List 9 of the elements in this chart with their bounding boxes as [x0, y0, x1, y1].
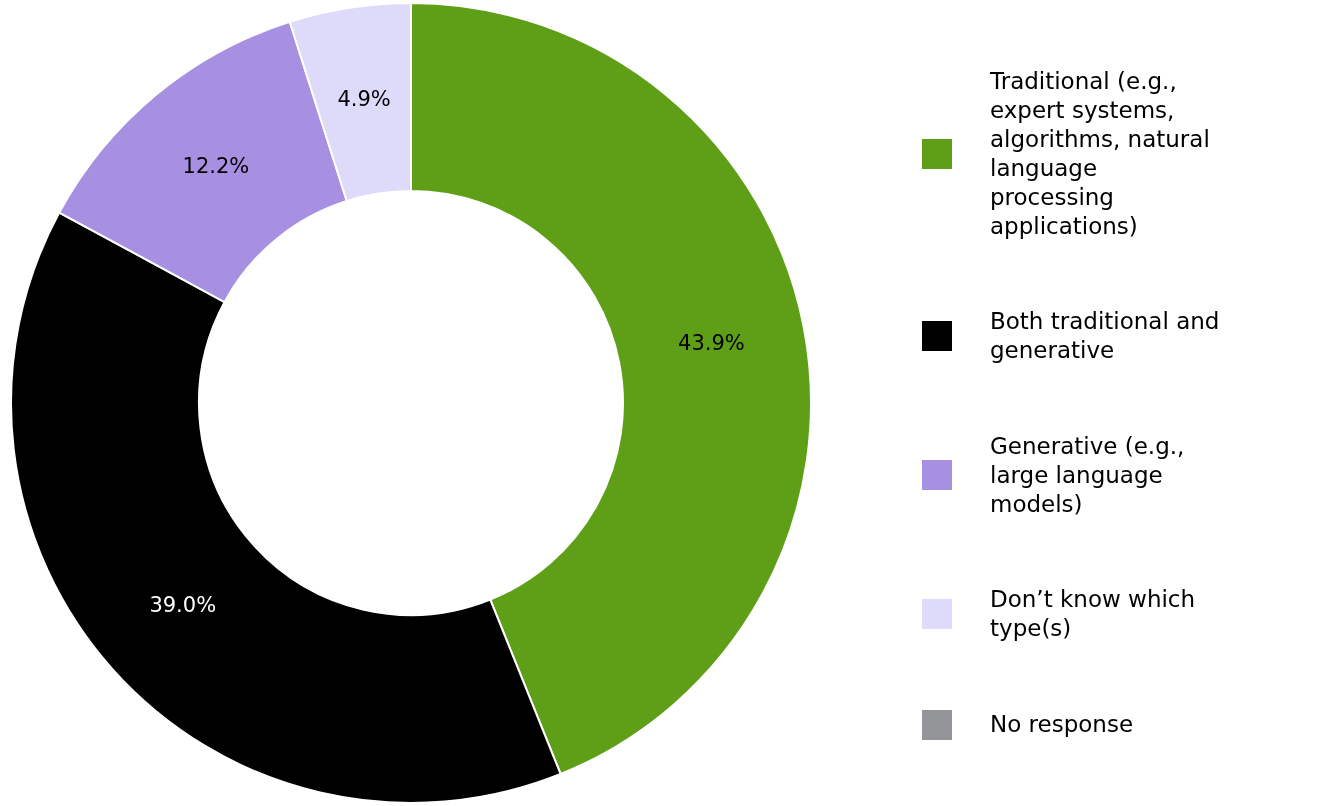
data-label: 4.9%: [337, 87, 391, 112]
data-label: 12.2%: [182, 153, 250, 178]
legend-label: Traditional (e.g., expert systems, algorithms, natural language processing applications): [990, 66, 1211, 241]
legend-label: No response: [990, 710, 1135, 739]
legend-label: Generative (e.g., large language models): [990, 431, 1186, 519]
legend-label: Both traditional and generative: [990, 307, 1221, 365]
data-label: 43.9%: [678, 331, 745, 356]
legend-label: Don’t know which type(s): [990, 585, 1197, 643]
data-label: 39.0%: [149, 593, 217, 618]
